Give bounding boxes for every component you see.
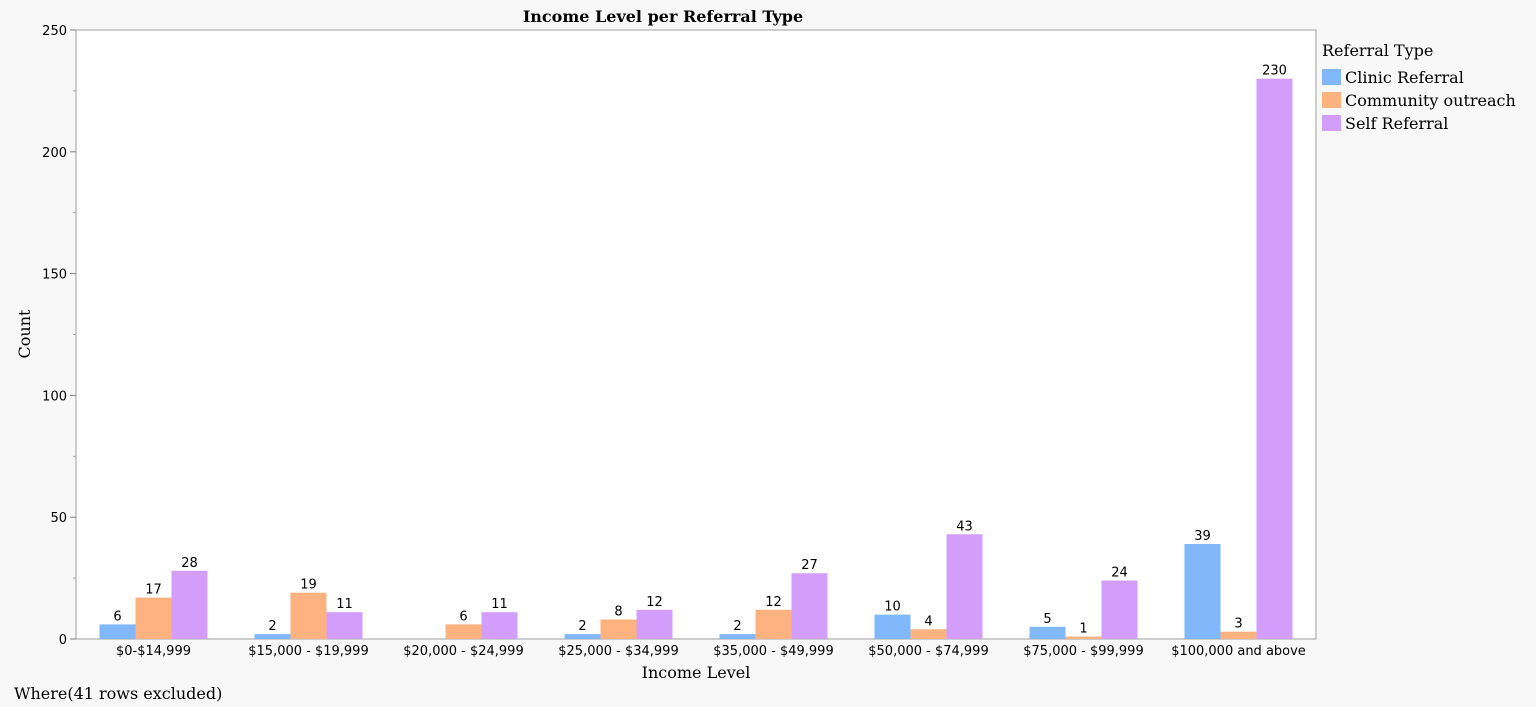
y-tick-label: 100 bbox=[42, 389, 67, 404]
bar-value-label: 3 bbox=[1234, 617, 1242, 632]
bar-value-label: 8 bbox=[614, 605, 622, 620]
y-tick-label: 150 bbox=[42, 268, 67, 283]
y-tick-label: 0 bbox=[59, 633, 67, 648]
bar-value-label: 2 bbox=[733, 619, 741, 634]
bar-value-label: 4 bbox=[924, 614, 932, 629]
legend-label: Clinic Referral bbox=[1345, 68, 1464, 87]
x-category-label: $20,000 - $24,999 bbox=[403, 644, 523, 659]
bar-value-label: 12 bbox=[646, 595, 663, 610]
x-category-label: $25,000 - $34,999 bbox=[558, 644, 678, 659]
x-category-label: $0-$14,999 bbox=[116, 644, 191, 659]
legend-label: Community outreach bbox=[1345, 91, 1516, 110]
bar bbox=[1256, 78, 1293, 640]
legend-swatch bbox=[1322, 92, 1341, 108]
legend: Clinic Referral Community outreach Self Re… bbox=[1322, 68, 1516, 133]
bar bbox=[481, 612, 518, 639]
bar bbox=[791, 573, 828, 639]
bar-value-label: 39 bbox=[1194, 529, 1211, 544]
bar bbox=[1220, 631, 1257, 639]
bar-value-label: 230 bbox=[1262, 64, 1287, 79]
bar-value-label: 11 bbox=[491, 597, 508, 612]
bar-value-label: 6 bbox=[113, 609, 121, 624]
bar bbox=[254, 634, 291, 639]
bar-value-label: 6 bbox=[459, 609, 467, 624]
bar-value-label: 19 bbox=[300, 578, 317, 593]
bar bbox=[171, 570, 208, 639]
bar-value-label: 11 bbox=[336, 597, 353, 612]
y-axis: 0 50 100 150 200 250 bbox=[42, 24, 76, 648]
bar-value-label: 12 bbox=[765, 595, 782, 610]
legend-label: Self Referral bbox=[1345, 114, 1448, 133]
bar bbox=[445, 624, 482, 639]
chart-title: Income Level per Referral Type bbox=[523, 7, 803, 26]
x-category-label: $75,000 - $99,999 bbox=[1023, 644, 1143, 659]
x-axis-title: Income Level bbox=[642, 663, 751, 682]
y-axis-title: Count bbox=[15, 309, 34, 358]
x-category-label: $50,000 - $74,999 bbox=[868, 644, 988, 659]
bar bbox=[564, 634, 601, 639]
bar bbox=[326, 612, 363, 639]
bar bbox=[946, 534, 983, 639]
bar bbox=[135, 597, 172, 639]
bar bbox=[1101, 580, 1138, 639]
bar-value-label: 43 bbox=[956, 519, 973, 534]
bar bbox=[755, 609, 792, 639]
y-tick-label: 50 bbox=[50, 511, 67, 526]
bar-value-label: 1 bbox=[1079, 622, 1087, 637]
bar bbox=[1065, 636, 1102, 639]
bar-value-label: 24 bbox=[1111, 566, 1128, 581]
bar bbox=[1184, 543, 1221, 639]
bar bbox=[99, 624, 136, 639]
legend-swatch bbox=[1322, 115, 1341, 131]
bar-value-label: 10 bbox=[884, 600, 901, 615]
footnote: Where(41 rows excluded) bbox=[14, 684, 223, 703]
bar-value-label: 5 bbox=[1043, 612, 1051, 627]
bar-value-label: 2 bbox=[268, 619, 276, 634]
bar bbox=[600, 619, 637, 639]
legend-title: Referral Type bbox=[1322, 41, 1433, 60]
bar-value-label: 2 bbox=[578, 619, 586, 634]
x-axis: $0-$14,999 $15,000 - $19,999 $20,000 - $24… bbox=[116, 644, 1306, 659]
bars bbox=[99, 78, 1293, 640]
x-category-label: $35,000 - $49,999 bbox=[713, 644, 833, 659]
bar-value-label: 17 bbox=[145, 583, 162, 598]
bar bbox=[874, 614, 911, 639]
x-category-label: $100,000 and above bbox=[1171, 644, 1306, 659]
x-category-label: $15,000 - $19,999 bbox=[248, 644, 368, 659]
legend-swatch bbox=[1322, 69, 1341, 85]
bar bbox=[719, 634, 756, 639]
bar bbox=[290, 592, 327, 639]
bar bbox=[1029, 626, 1066, 639]
bar bbox=[910, 629, 947, 639]
bar-value-label: 28 bbox=[181, 556, 198, 571]
y-tick-label: 250 bbox=[42, 24, 67, 39]
y-tick-label: 200 bbox=[42, 146, 67, 161]
plot-frame bbox=[75, 29, 1317, 640]
bar bbox=[636, 609, 673, 639]
bar-value-label: 27 bbox=[801, 558, 818, 573]
